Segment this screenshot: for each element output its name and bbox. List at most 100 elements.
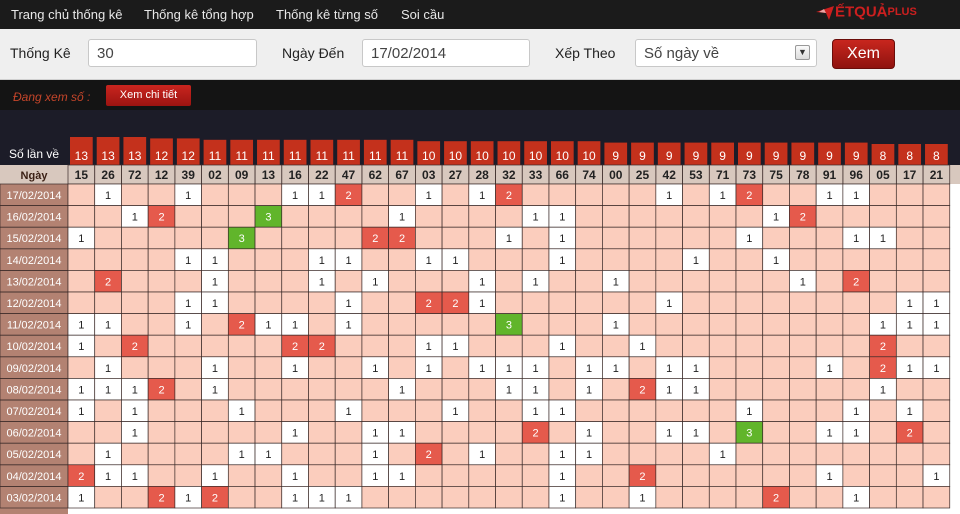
grid-cell[interactable] <box>94 205 122 228</box>
grid-cell[interactable] <box>682 226 710 250</box>
grid-cell[interactable] <box>708 356 737 379</box>
grid-cell[interactable] <box>869 205 897 228</box>
grid-cell[interactable] <box>121 291 149 314</box>
grid-cell[interactable] <box>842 313 870 336</box>
grid-cell[interactable] <box>789 378 817 401</box>
grid-cell[interactable] <box>147 313 176 336</box>
grid-cell[interactable] <box>895 270 924 293</box>
grid-cell[interactable] <box>254 270 283 293</box>
grid-cell[interactable] <box>415 270 443 293</box>
grid-cell[interactable] <box>174 334 202 358</box>
grid-cell[interactable] <box>521 486 550 509</box>
grid-cell[interactable] <box>281 399 309 422</box>
grid-cell[interactable] <box>922 421 951 444</box>
grid-cell[interactable] <box>735 486 764 509</box>
grid-cell[interactable] <box>361 399 389 422</box>
grid-cell[interactable] <box>147 226 176 250</box>
grid-cell[interactable] <box>254 421 283 444</box>
grid-cell[interactable] <box>602 205 630 228</box>
grid-cell[interactable] <box>147 334 176 358</box>
grid-cell[interactable] <box>869 486 897 509</box>
grid-cell[interactable] <box>869 270 897 293</box>
grid-cell[interactable] <box>495 399 523 422</box>
grid-cell[interactable] <box>468 378 496 401</box>
grid-cell[interactable] <box>468 464 496 487</box>
grid-cell[interactable] <box>575 399 603 422</box>
grid-cell[interactable] <box>441 205 470 228</box>
grid-cell[interactable] <box>575 486 603 509</box>
grid-cell[interactable] <box>361 248 389 271</box>
grid-cell[interactable] <box>521 313 550 336</box>
grid-cell[interactable] <box>682 205 710 228</box>
grid-cell[interactable] <box>521 442 550 466</box>
grid-cell[interactable] <box>415 313 443 336</box>
grid-cell[interactable] <box>815 313 844 336</box>
grid-cell[interactable] <box>334 421 363 444</box>
grid-cell[interactable] <box>842 334 870 358</box>
grid-cell[interactable] <box>254 183 283 206</box>
grid-cell[interactable] <box>602 248 630 271</box>
grid-cell[interactable] <box>682 183 710 206</box>
grid-cell[interactable] <box>655 334 683 358</box>
grid-cell[interactable] <box>762 313 790 336</box>
grid-cell[interactable] <box>842 248 870 271</box>
grid-cell[interactable] <box>682 313 710 336</box>
grid-cell[interactable] <box>254 356 283 379</box>
grid-cell[interactable] <box>468 205 496 228</box>
grid-cell[interactable] <box>147 183 176 206</box>
grid-cell[interactable] <box>388 183 416 206</box>
grid-cell[interactable] <box>174 378 202 401</box>
grid-cell[interactable] <box>842 442 870 466</box>
grid-cell[interactable] <box>628 313 657 336</box>
grid-cell[interactable] <box>495 205 523 228</box>
grid-cell[interactable] <box>121 270 149 293</box>
grid-cell[interactable] <box>735 464 764 487</box>
grid-cell[interactable] <box>869 291 897 314</box>
grid-cell[interactable] <box>495 248 523 271</box>
grid-cell[interactable] <box>895 205 924 228</box>
grid-cell[interactable] <box>254 248 283 271</box>
grid-cell[interactable] <box>174 464 202 487</box>
grid-cell[interactable] <box>121 226 149 250</box>
grid-cell[interactable] <box>708 291 737 314</box>
grid-cell[interactable] <box>361 378 389 401</box>
grid-cell[interactable] <box>495 442 523 466</box>
grid-cell[interactable] <box>441 356 470 379</box>
grid-cell[interactable] <box>147 356 176 379</box>
grid-cell[interactable] <box>415 226 443 250</box>
grid-cell[interactable] <box>708 313 737 336</box>
grid-cell[interactable] <box>869 399 897 422</box>
grid-cell[interactable] <box>735 205 764 228</box>
grid-cell[interactable] <box>815 291 844 314</box>
grid-cell[interactable] <box>682 486 710 509</box>
grid-cell[interactable] <box>922 183 951 206</box>
grid-cell[interactable] <box>308 356 336 379</box>
grid-cell[interactable] <box>548 378 577 401</box>
grid-cell[interactable] <box>67 291 96 314</box>
grid-cell[interactable] <box>655 313 683 336</box>
grid-cell[interactable] <box>922 205 951 228</box>
grid-cell[interactable] <box>602 226 630 250</box>
grid-cell[interactable] <box>521 226 550 250</box>
grid-cell[interactable] <box>67 442 96 466</box>
grid-cell[interactable] <box>842 464 870 487</box>
grid-cell[interactable] <box>281 205 309 228</box>
grid-cell[interactable] <box>121 183 149 206</box>
grid-cell[interactable] <box>415 399 443 422</box>
grid-cell[interactable] <box>334 205 363 228</box>
grid-cell[interactable] <box>468 248 496 271</box>
grid-cell[interactable] <box>495 464 523 487</box>
grid-cell[interactable] <box>655 248 683 271</box>
grid-cell[interactable] <box>602 486 630 509</box>
grid-cell[interactable] <box>388 334 416 358</box>
grid-cell[interactable] <box>655 205 683 228</box>
grid-cell[interactable] <box>388 356 416 379</box>
grid-cell[interactable] <box>682 270 710 293</box>
grid-cell[interactable] <box>815 486 844 509</box>
grid-cell[interactable] <box>762 464 790 487</box>
grid-cell[interactable] <box>869 248 897 271</box>
grid-cell[interactable] <box>147 399 176 422</box>
stats-days-input[interactable]: 30 <box>88 39 257 67</box>
grid-cell[interactable] <box>308 291 336 314</box>
grid-cell[interactable] <box>655 464 683 487</box>
